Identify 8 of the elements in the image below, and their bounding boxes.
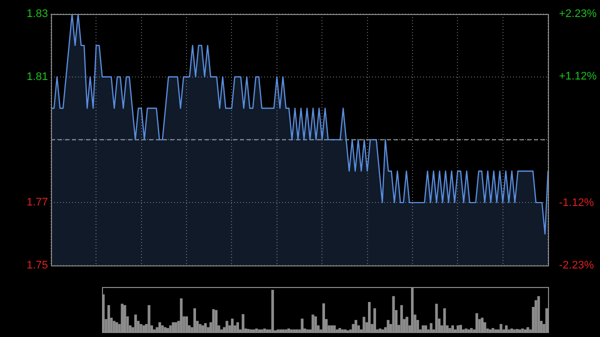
y2-tick-label: +1.12% <box>559 70 597 83</box>
y-tick-label: 1.75 <box>26 259 48 272</box>
y-tick-label: 1.77 <box>26 196 48 209</box>
y-tick-label: 1.81 <box>26 70 48 83</box>
y2-tick-label: -1.12% <box>559 196 594 209</box>
y2-tick-label: +2.23% <box>559 8 597 20</box>
y-tick-label: 1.83 <box>26 8 48 20</box>
y2-tick-label: -2.23% <box>559 259 594 272</box>
